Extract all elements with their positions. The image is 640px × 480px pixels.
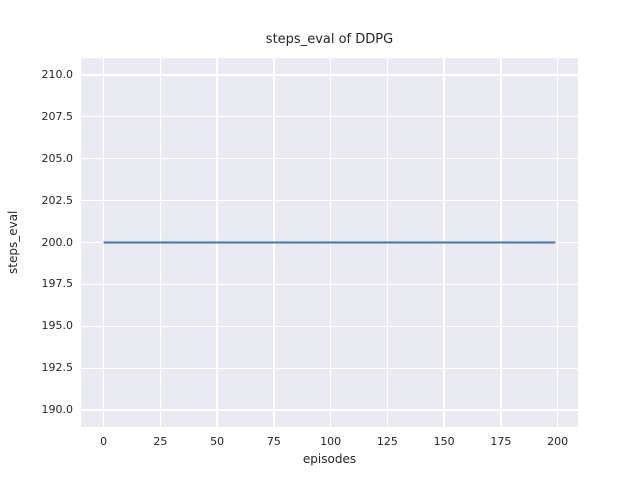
y-tick-label: 210.0 [41,67,74,81]
plot-area: 0 25 50 75 100 125 150 175 200 190.0 192.5 195.0 197… [42,58,578,448]
series-layer [103,241,556,244]
x-tick-label: 100 [320,435,342,448]
y-tick-label: 192.5 [41,361,74,375]
x-tick-label: 25 [153,435,168,448]
y-tick-label: 200.0 [41,235,74,249]
x-tick-label: 125 [376,435,398,448]
y-gridline [81,74,578,76]
x-axis-label: episodes [302,452,357,466]
y-tick-label: 207.5 [41,109,74,123]
y-gridline [81,157,578,160]
y-gridline [81,325,578,328]
x-tick-label: 175 [490,435,512,448]
x-tick-label: 150 [433,435,455,448]
y-tick-label: 205.0 [41,151,74,165]
y-gridline [81,199,578,202]
x-tick-label: 50 [210,435,225,448]
chart-title: steps_eval of DDPG [265,32,394,47]
y-gridline [81,115,578,118]
y-tick-label: 190.0 [41,403,74,417]
x-tick-label: 75 [266,435,281,448]
x-tick-label: 200 [547,435,569,448]
y-gridline [81,283,578,286]
y-tick-label: 197.5 [41,277,74,291]
y-gridline [81,409,578,411]
y-tick-label: 195.0 [41,319,74,333]
x-tick-label: 0 [100,435,108,448]
y-gridline [81,367,578,370]
y-tick-label: 202.5 [41,193,74,207]
y-axis-label: steps_eval [6,210,20,275]
